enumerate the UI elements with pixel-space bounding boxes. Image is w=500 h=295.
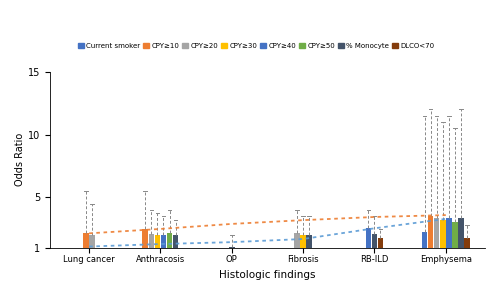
Bar — [464, 238, 470, 248]
Bar — [458, 218, 464, 248]
Bar — [372, 234, 377, 248]
Bar — [378, 238, 384, 248]
Bar — [90, 235, 95, 248]
Bar — [160, 235, 166, 248]
Bar — [166, 233, 172, 248]
Bar — [422, 232, 428, 248]
Bar — [366, 228, 371, 248]
Bar — [428, 216, 434, 248]
Y-axis label: Odds Ratio: Odds Ratio — [15, 133, 25, 186]
Bar — [229, 247, 234, 248]
Bar — [148, 234, 154, 248]
Bar — [446, 218, 452, 248]
Bar — [434, 218, 440, 248]
Bar — [154, 235, 160, 248]
Bar — [173, 235, 178, 248]
Bar — [84, 233, 89, 248]
Bar — [306, 235, 312, 248]
Bar — [440, 220, 446, 248]
X-axis label: Histologic findings: Histologic findings — [219, 270, 316, 280]
Bar — [452, 222, 458, 248]
Legend: Current smoker, CPY≥10, CPY≥20, CPY≥30, CPY≥40, CPY≥50, % Monocyte, DLCO<70: Current smoker, CPY≥10, CPY≥20, CPY≥30, … — [75, 40, 437, 52]
Bar — [294, 233, 300, 248]
Bar — [300, 235, 306, 248]
Bar — [142, 229, 148, 248]
